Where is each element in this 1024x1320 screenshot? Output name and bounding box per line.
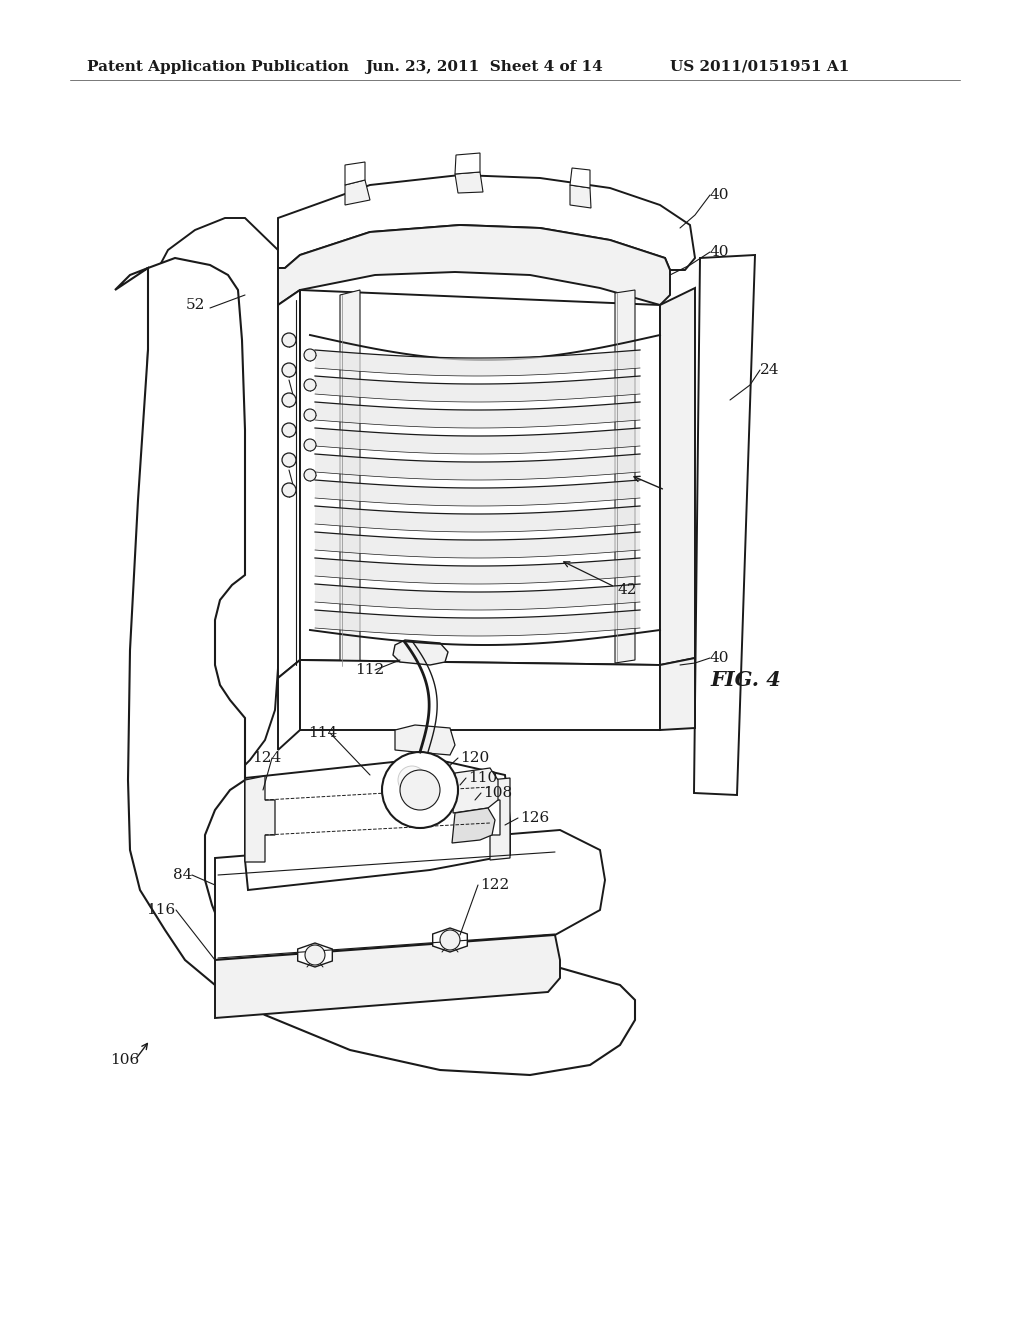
Circle shape	[282, 333, 296, 347]
Text: 40: 40	[710, 187, 729, 202]
Text: 52: 52	[185, 298, 205, 312]
Polygon shape	[395, 725, 455, 755]
Polygon shape	[455, 153, 480, 174]
Text: Patent Application Publication: Patent Application Publication	[87, 59, 349, 74]
Polygon shape	[452, 808, 495, 843]
Polygon shape	[345, 180, 370, 205]
Text: US 2011/0151951 A1: US 2011/0151951 A1	[670, 59, 849, 74]
Polygon shape	[433, 928, 467, 952]
Circle shape	[282, 393, 296, 407]
Text: 40: 40	[710, 246, 729, 259]
Text: 106: 106	[110, 1053, 139, 1067]
Polygon shape	[393, 640, 449, 665]
Circle shape	[305, 945, 325, 965]
Text: 126: 126	[520, 810, 549, 825]
Text: 42: 42	[618, 583, 638, 597]
Text: FIG. 4: FIG. 4	[710, 671, 780, 690]
Circle shape	[304, 440, 316, 451]
Circle shape	[282, 483, 296, 498]
Polygon shape	[215, 830, 605, 960]
Polygon shape	[300, 660, 660, 730]
Polygon shape	[660, 288, 695, 665]
Polygon shape	[453, 768, 498, 813]
Text: 84: 84	[173, 869, 193, 882]
Text: 110: 110	[468, 771, 498, 785]
Circle shape	[398, 766, 426, 795]
Polygon shape	[215, 935, 560, 1018]
Polygon shape	[245, 776, 275, 862]
Circle shape	[382, 752, 458, 828]
Circle shape	[304, 348, 316, 360]
Circle shape	[304, 469, 316, 480]
Circle shape	[304, 409, 316, 421]
Circle shape	[440, 931, 460, 950]
Polygon shape	[694, 255, 755, 795]
Polygon shape	[570, 168, 590, 187]
Polygon shape	[135, 218, 280, 820]
Polygon shape	[245, 758, 510, 890]
Text: 124: 124	[252, 751, 282, 766]
Polygon shape	[278, 660, 300, 750]
Polygon shape	[298, 942, 333, 968]
Text: 122: 122	[480, 878, 509, 892]
Polygon shape	[570, 185, 591, 209]
Circle shape	[400, 770, 440, 810]
Polygon shape	[345, 162, 365, 185]
Text: 24: 24	[760, 363, 779, 378]
Circle shape	[304, 379, 316, 391]
Text: 114: 114	[308, 726, 337, 741]
Polygon shape	[455, 172, 483, 193]
Text: 120: 120	[460, 751, 489, 766]
Polygon shape	[615, 290, 635, 663]
Text: 108: 108	[483, 785, 512, 800]
Polygon shape	[300, 290, 660, 665]
Polygon shape	[490, 777, 510, 861]
Polygon shape	[340, 290, 360, 668]
Polygon shape	[660, 657, 695, 730]
Polygon shape	[278, 290, 300, 678]
Circle shape	[282, 422, 296, 437]
Text: 116: 116	[145, 903, 175, 917]
Text: 40: 40	[710, 651, 729, 665]
Circle shape	[282, 363, 296, 378]
Polygon shape	[115, 257, 635, 1074]
Circle shape	[282, 453, 296, 467]
Text: Jun. 23, 2011  Sheet 4 of 14: Jun. 23, 2011 Sheet 4 of 14	[365, 59, 603, 74]
Polygon shape	[278, 224, 670, 305]
Text: 112: 112	[355, 663, 384, 677]
Polygon shape	[278, 176, 695, 271]
